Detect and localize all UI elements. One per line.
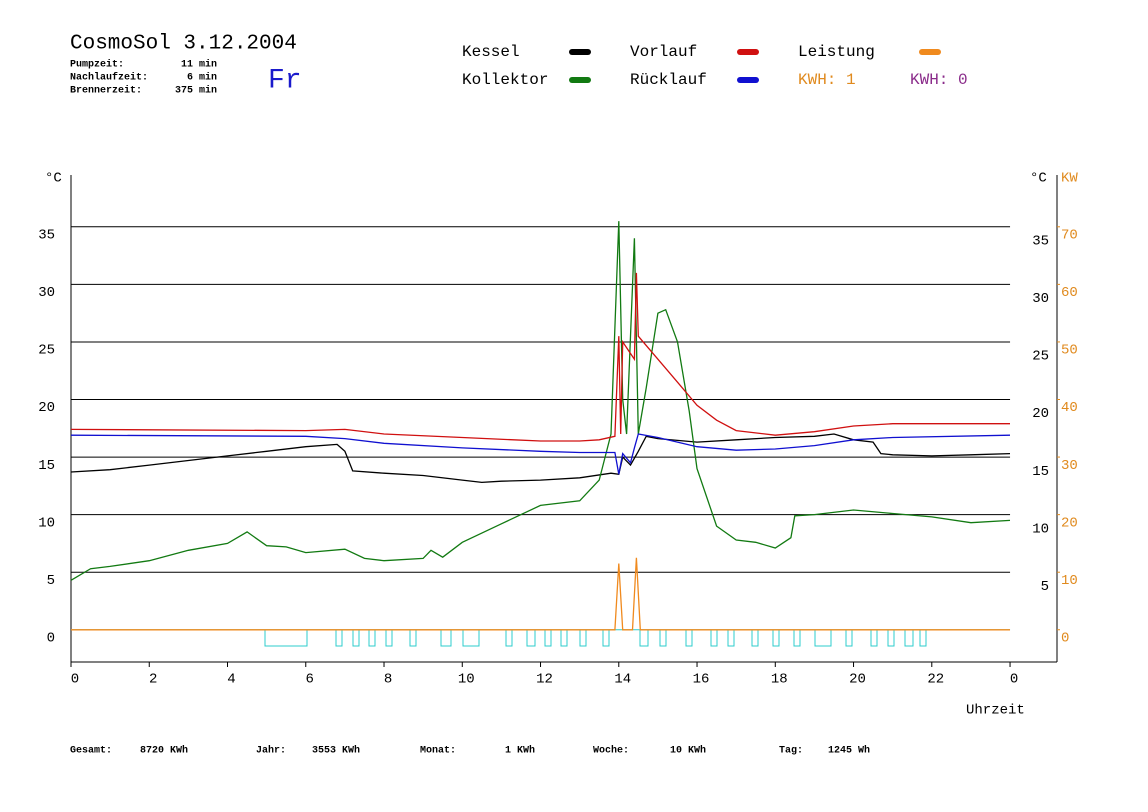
footer-value: 10 KWh xyxy=(670,745,706,757)
info-value: 11 min xyxy=(181,59,217,71)
kwh-label: KWH: 1 xyxy=(798,71,856,89)
footer-value: 1245 Wh xyxy=(828,745,870,757)
x-tick-label: 2 xyxy=(149,672,157,688)
y2-label-c: °C xyxy=(1030,171,1047,187)
x-tick-label: 10 xyxy=(458,672,475,688)
x-tick-label: 0 xyxy=(71,672,79,688)
footer-label: Jahr: xyxy=(256,745,286,757)
info-value: 6 min xyxy=(187,72,217,84)
x-tick-label: 16 xyxy=(693,672,710,688)
y2-tick-label: 10 xyxy=(1061,573,1078,589)
y2-tick-label: 30 xyxy=(1061,458,1078,474)
y-right-tick-label: 25 xyxy=(1032,349,1049,365)
x-tick-label: 12 xyxy=(536,672,553,688)
y-tick-label: 15 xyxy=(38,458,55,474)
x-tick-label: 14 xyxy=(614,672,631,688)
y-tick-label: 30 xyxy=(38,285,55,301)
y2-tick-label: 70 xyxy=(1061,228,1078,244)
legend-label: Leistung xyxy=(798,43,875,61)
series-line xyxy=(70,272,1010,442)
y-tick-label: 35 xyxy=(38,228,55,244)
x-label: Uhrzeit xyxy=(966,703,1025,719)
footer-value: 1 KWh xyxy=(505,745,535,757)
y2-tick-label: 20 xyxy=(1061,515,1078,531)
y2-tick-label: 0 xyxy=(1061,630,1069,646)
kwh-label: KWH: 0 xyxy=(910,71,968,89)
y2-label: KW xyxy=(1061,171,1078,187)
x-tick-label: 4 xyxy=(227,672,235,688)
x-tick-label: 22 xyxy=(927,672,944,688)
y-right-tick-label: 5 xyxy=(1041,579,1049,595)
footer-label: Monat: xyxy=(420,746,456,757)
footer-value: 8720 KWh xyxy=(140,745,188,757)
series-line xyxy=(70,221,1011,581)
x-tick-label: 0 xyxy=(1010,672,1018,688)
series-line xyxy=(71,557,1010,631)
y-tick-label: 10 xyxy=(38,515,55,531)
y-right-tick-label: 15 xyxy=(1032,464,1049,480)
pump-marks xyxy=(264,629,927,647)
info-label: Pumpzeit: xyxy=(70,59,124,71)
footer-value: 3553 KWh xyxy=(312,745,360,757)
y2-tick-label: 50 xyxy=(1061,343,1078,359)
x-tick-label: 6 xyxy=(306,672,314,688)
footer-label: Tag: xyxy=(779,746,803,757)
y-right-tick-label: 10 xyxy=(1032,521,1049,537)
y-tick-label: 0 xyxy=(47,630,55,646)
footer-label: Gesamt: xyxy=(70,746,112,757)
legend-label: Kessel xyxy=(462,43,520,61)
footer-label: Woche: xyxy=(593,745,629,757)
y-label: °C xyxy=(45,171,62,187)
legend-label: Kollektor xyxy=(462,71,548,89)
x-tick-label: 8 xyxy=(384,672,392,688)
y2-tick-label: 40 xyxy=(1061,400,1078,416)
legend-label: Rücklauf xyxy=(630,71,707,89)
y-right-tick-label: 30 xyxy=(1032,291,1049,307)
info-label: Brennerzeit: xyxy=(70,85,142,97)
x-tick-label: 18 xyxy=(771,672,788,688)
y-right-tick-label: 35 xyxy=(1032,234,1049,250)
chart-title: CosmoSol 3.12.2004 xyxy=(70,33,297,56)
y2-tick-label: 60 xyxy=(1061,285,1078,301)
legend-label: Vorlauf xyxy=(630,43,697,61)
y-right-tick-label: 20 xyxy=(1032,406,1049,422)
y-tick-label: 20 xyxy=(38,400,55,416)
day: Fr xyxy=(268,65,302,96)
y-tick-label: 5 xyxy=(47,573,55,589)
info-value: 375 min xyxy=(175,85,217,97)
info-label: Nachlaufzeit: xyxy=(70,72,148,84)
y-tick-label: 25 xyxy=(38,343,55,359)
series-line xyxy=(70,433,1011,475)
x-tick-label: 20 xyxy=(849,672,866,688)
